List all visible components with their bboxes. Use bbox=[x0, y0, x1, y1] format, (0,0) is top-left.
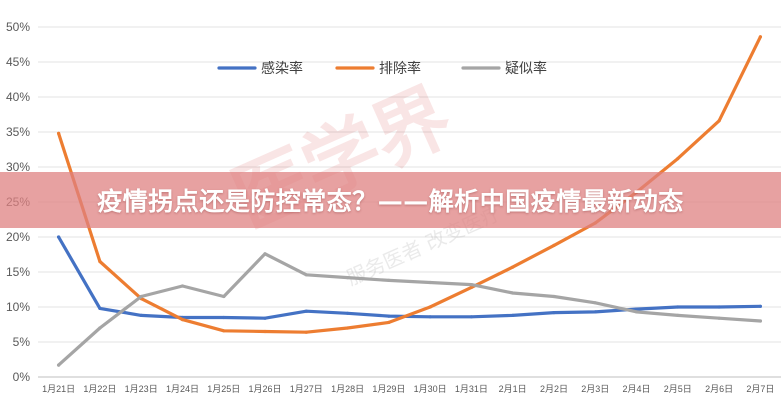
data-point bbox=[552, 243, 556, 247]
data-point bbox=[139, 294, 143, 299]
y-tick-label: 10% bbox=[6, 300, 30, 314]
x-tick-label: 1月27日 bbox=[290, 384, 323, 394]
data-point bbox=[345, 276, 350, 280]
legend-label: 感染率 bbox=[261, 60, 303, 77]
data-point bbox=[717, 119, 721, 123]
y-tick-label: 30% bbox=[6, 160, 30, 174]
data-point bbox=[552, 294, 556, 299]
data-point bbox=[758, 319, 762, 323]
data-point bbox=[634, 310, 639, 314]
x-tick-label: 2月1日 bbox=[499, 384, 527, 394]
data-point bbox=[345, 326, 350, 330]
y-tick-label: 0% bbox=[13, 370, 31, 384]
x-tick-label: 1月24日 bbox=[166, 384, 199, 394]
x-tick-label: 2月6日 bbox=[705, 384, 733, 394]
x-tick-label: 1月25日 bbox=[207, 384, 240, 394]
y-tick-label: 40% bbox=[6, 90, 30, 104]
data-point bbox=[634, 307, 639, 311]
data-point bbox=[57, 235, 61, 239]
data-point bbox=[593, 310, 597, 314]
series-line-2 bbox=[56, 252, 763, 367]
y-tick-label: 20% bbox=[6, 230, 30, 244]
data-point bbox=[222, 315, 226, 320]
x-tick-label: 2月3日 bbox=[581, 384, 609, 394]
data-point bbox=[139, 313, 143, 317]
data-point bbox=[676, 305, 680, 309]
y-tick-label: 45% bbox=[6, 55, 30, 69]
x-tick-label: 1月26日 bbox=[249, 384, 282, 394]
data-point bbox=[428, 305, 432, 309]
data-point bbox=[758, 35, 762, 39]
data-point bbox=[511, 265, 515, 269]
x-tick-label: 1月22日 bbox=[83, 384, 116, 394]
data-point bbox=[717, 316, 721, 320]
x-axis: 1月21日 1月22日 1月23日 1月24日 1月25日 1月26日 1月27日 1月28日… bbox=[42, 384, 774, 394]
x-tick-label: 1月23日 bbox=[125, 384, 158, 394]
data-point bbox=[98, 259, 102, 264]
data-point bbox=[676, 313, 680, 317]
title-banner: 疫情拐点还是防控常态？——解析中国疫情最新动态 bbox=[0, 172, 781, 228]
data-point bbox=[469, 315, 474, 319]
data-point bbox=[511, 313, 515, 317]
data-point bbox=[387, 278, 391, 282]
x-tick-label: 1月30日 bbox=[414, 384, 447, 394]
y-tick-label: 35% bbox=[6, 125, 30, 139]
data-point bbox=[593, 301, 597, 305]
data-point bbox=[676, 157, 680, 161]
data-point bbox=[428, 315, 432, 319]
data-point bbox=[428, 280, 432, 285]
data-point bbox=[57, 131, 61, 135]
data-point bbox=[222, 294, 226, 299]
data-point bbox=[469, 285, 474, 289]
y-tick-label: 50% bbox=[6, 20, 30, 34]
banner-title: 疫情拐点还是防控常态？——解析中国疫情最新动态 bbox=[97, 187, 684, 216]
data-point bbox=[511, 291, 515, 295]
data-point bbox=[263, 329, 267, 334]
data-point bbox=[717, 305, 721, 309]
data-point bbox=[469, 283, 474, 287]
data-point bbox=[345, 311, 350, 315]
data-point bbox=[57, 363, 61, 367]
data-point bbox=[387, 320, 391, 324]
y-tick-label: 15% bbox=[6, 265, 30, 279]
data-point bbox=[263, 316, 267, 320]
x-tick-label: 1月28日 bbox=[331, 384, 364, 394]
legend-label: 排除率 bbox=[379, 60, 421, 77]
x-tick-label: 2月2日 bbox=[540, 384, 568, 394]
x-tick-label: 2月7日 bbox=[746, 384, 774, 394]
data-point bbox=[263, 252, 267, 256]
legend: 感染率 排除率 疑似率 bbox=[217, 60, 547, 77]
data-point bbox=[304, 273, 308, 277]
data-point bbox=[304, 330, 308, 334]
data-point bbox=[98, 306, 102, 310]
data-point bbox=[758, 304, 762, 308]
data-point bbox=[98, 326, 102, 330]
x-tick-label: 1月29日 bbox=[372, 384, 405, 394]
data-point bbox=[387, 314, 391, 318]
data-point bbox=[552, 311, 556, 315]
data-point bbox=[222, 329, 226, 333]
legend-label: 疑似率 bbox=[505, 60, 547, 77]
x-tick-label: 1月31日 bbox=[455, 384, 488, 394]
data-point bbox=[180, 284, 185, 288]
data-point bbox=[180, 318, 185, 322]
data-point bbox=[304, 309, 308, 313]
x-tick-label: 1月21日 bbox=[42, 384, 75, 394]
x-tick-label: 2月4日 bbox=[623, 384, 651, 394]
x-tick-label: 2月5日 bbox=[664, 384, 692, 394]
y-tick-label: 5% bbox=[13, 335, 31, 349]
